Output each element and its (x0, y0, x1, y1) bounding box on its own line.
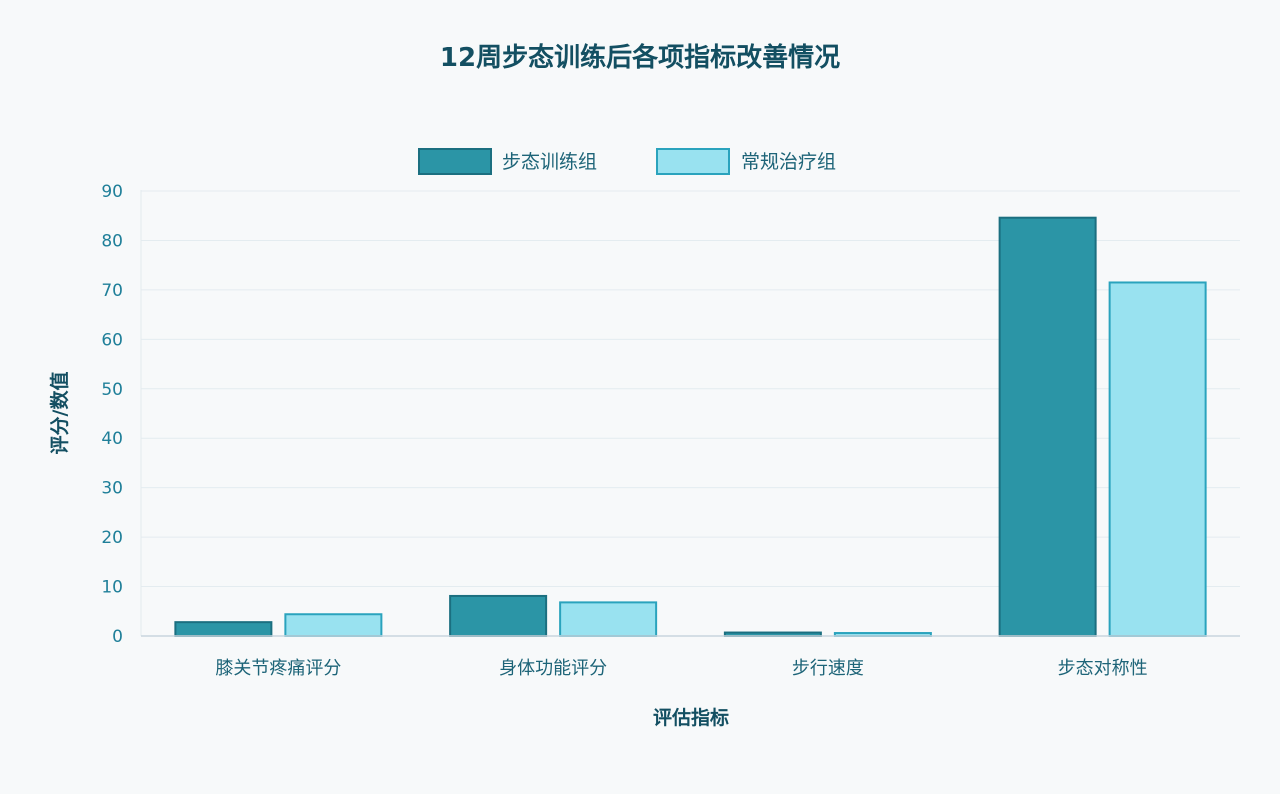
y-tick-label: 30 (101, 479, 123, 499)
bar-series-0-cat-0 (174, 621, 273, 638)
x-category-label: 步态对称性 (1058, 658, 1148, 679)
y-tick-label: 0 (112, 627, 123, 647)
x-category-label: 步行速度 (792, 658, 864, 679)
y-tick-label: 90 (101, 182, 123, 202)
legend-label-series-1: 常规治疗组 (741, 151, 836, 173)
y-tick-label: 80 (101, 231, 123, 251)
y-tick-label: 50 (101, 380, 123, 400)
legend-swatch-series-0 (418, 148, 492, 175)
gridlines (141, 190, 1240, 588)
y-tick-label: 20 (101, 528, 123, 548)
bars (174, 216, 1207, 638)
x-axis-title: 评估指标 (653, 706, 729, 729)
chart-title: 12周步态训练后各项指标改善情况 (440, 42, 840, 73)
y-axis-ticks: 0 10 20 30 40 50 60 70 80 90 (101, 182, 123, 647)
legend-swatch-series-1 (656, 148, 730, 175)
y-tick-label: 40 (101, 429, 123, 449)
bar-series-1-cat-0 (284, 613, 383, 638)
y-tick-label: 60 (101, 330, 123, 350)
y-tick-label: 70 (101, 281, 123, 301)
bar-series-0-cat-1 (449, 594, 548, 638)
bar-series-1-cat-3 (1108, 281, 1207, 637)
x-category-label: 膝关节疼痛评分 (215, 658, 341, 679)
x-category-label: 身体功能评分 (499, 658, 607, 679)
x-axis-categories: 膝关节疼痛评分 身体功能评分 步行速度 步态对称性 (215, 658, 1147, 679)
y-axis-title: 评分/数值 (48, 372, 71, 455)
bar-series-0-cat-3 (998, 216, 1097, 637)
bar-series-1-cat-1 (559, 601, 658, 638)
legend-label-series-0: 步态训练组 (502, 151, 597, 173)
y-tick-label: 10 (101, 578, 123, 598)
legend: 步态训练组 常规治疗组 (418, 148, 836, 175)
